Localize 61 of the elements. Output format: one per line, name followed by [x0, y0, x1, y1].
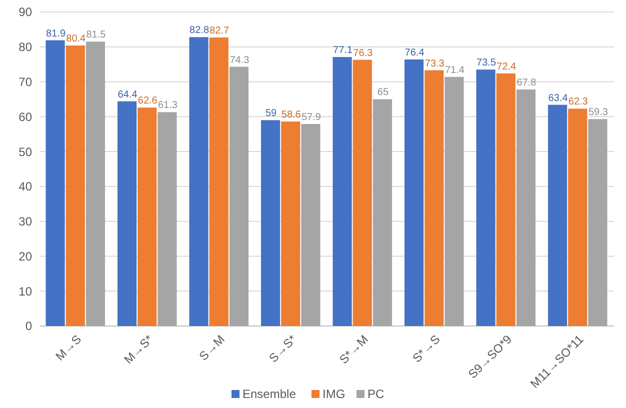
bar [86, 42, 106, 326]
data-label: 74.3 [230, 54, 250, 66]
bar [301, 124, 320, 326]
y-tick-label: 0 [25, 319, 32, 334]
data-label: 62.6 [138, 96, 158, 107]
y-tick-label: 40 [18, 180, 32, 194]
data-label: 64.4 [118, 89, 138, 100]
data-label: 59.3 [588, 107, 608, 118]
legend-label: IMG [322, 387, 346, 401]
bar [66, 45, 85, 326]
data-label: 81.9 [46, 28, 66, 40]
data-label: 58.6 [281, 110, 302, 121]
bar [372, 99, 392, 326]
legend-label: PC [368, 387, 385, 401]
bar [209, 37, 228, 326]
data-label: 57.9 [301, 112, 322, 123]
data-label: 63.4 [548, 92, 568, 104]
y-tick-label: 30 [18, 214, 32, 229]
data-label: 73.5 [476, 58, 496, 69]
y-tick-label: 90 [18, 5, 32, 20]
data-label: 82.7 [210, 25, 230, 36]
data-label: 59 [265, 108, 278, 120]
data-label: 62.3 [568, 96, 588, 108]
bar [158, 112, 177, 326]
y-tick-label: 80 [18, 40, 32, 54]
bar [189, 37, 208, 326]
bar [281, 122, 300, 326]
legend-label: Ensemble [242, 387, 296, 401]
data-label: 81.5 [86, 30, 106, 41]
y-tick-label: 70 [18, 74, 32, 89]
data-label: 76.3 [353, 48, 374, 59]
bar [352, 60, 372, 326]
data-label: 71.4 [444, 64, 465, 76]
data-label: 65 [377, 87, 389, 98]
bar [568, 108, 588, 326]
data-label: 72.4 [496, 61, 517, 72]
bar [588, 119, 608, 326]
data-label: 73.3 [424, 58, 445, 70]
data-label: 82.8 [190, 25, 210, 36]
y-tick-label: 50 [18, 144, 32, 159]
y-tick-label: 20 [18, 249, 32, 264]
y-tick-label: 10 [18, 284, 32, 298]
bar [332, 57, 352, 326]
bar [476, 70, 496, 326]
bar [424, 70, 444, 326]
y-tick-label: 60 [18, 110, 32, 124]
bar [404, 59, 424, 326]
bar [46, 40, 65, 326]
bar [516, 89, 536, 326]
data-label: 77.1 [333, 45, 353, 56]
bar [229, 66, 249, 326]
bar [548, 104, 568, 326]
data-label: 76.4 [404, 47, 425, 58]
bar [138, 108, 157, 326]
bar [444, 76, 464, 326]
bar [260, 120, 280, 326]
bar [496, 73, 516, 326]
data-label: 67.8 [516, 77, 537, 88]
data-label: 80.4 [66, 33, 86, 44]
data-label: 61.3 [158, 100, 178, 112]
bar [117, 101, 137, 326]
